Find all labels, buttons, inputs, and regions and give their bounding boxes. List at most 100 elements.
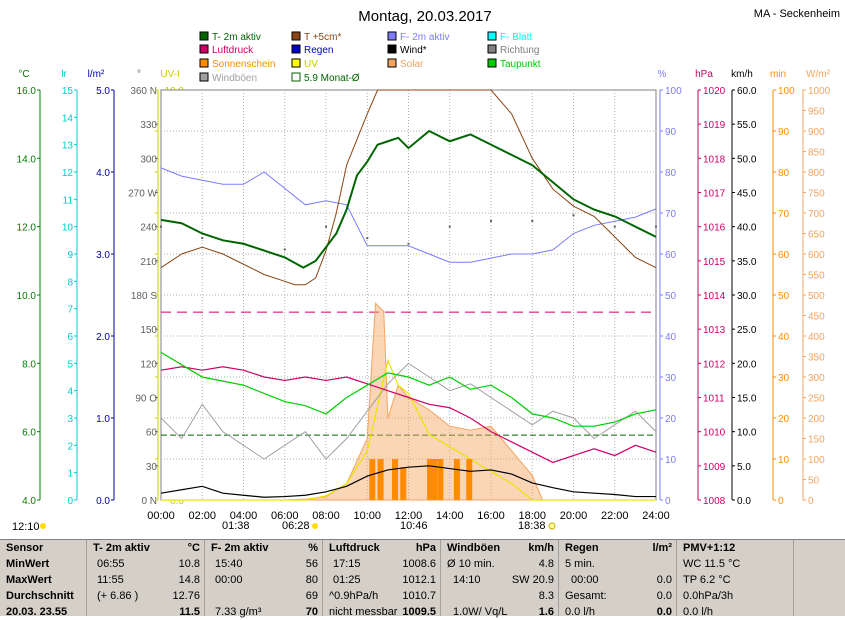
event-label: 06:28 xyxy=(282,520,310,532)
stats-cell: 06:55 xyxy=(97,558,125,570)
dir-axis-tick: 360 N xyxy=(130,86,157,97)
hum-axis-tick: 0 xyxy=(665,496,671,507)
hum-axis-tick: 80 xyxy=(665,168,677,179)
legend-swatch xyxy=(199,72,209,82)
direction-point xyxy=(366,237,369,240)
stats-cell: ^0.9hPa/h xyxy=(329,590,379,602)
sun-axis-tick: 50 xyxy=(778,291,790,302)
sun-axis-tick: 40 xyxy=(778,332,790,343)
solar-axis-tick: 150 xyxy=(808,435,825,446)
legend-swatch xyxy=(291,44,301,54)
wind-axis-tick: 25.0 xyxy=(737,325,757,336)
legend-label: Solar xyxy=(400,59,424,70)
rain-axis-tick: 1.0 xyxy=(96,414,110,425)
stats-panel: Sensor MinWert MaxWert Durchschnitt 20.0… xyxy=(0,539,845,618)
x-tick-label: 10:00 xyxy=(353,510,381,522)
lr-axis-tick: 3 xyxy=(67,414,73,425)
stats-cell: 1009.5 xyxy=(402,606,436,618)
rain-axis-tick: 4.0 xyxy=(96,168,110,179)
stats-press-header: Luftdruck xyxy=(329,542,380,554)
press-axis-tick: 1020 xyxy=(703,86,726,97)
legend-label: Luftdruck xyxy=(212,45,254,56)
direction-point xyxy=(283,248,286,251)
hum-axis-unit: % xyxy=(658,69,667,80)
stats-cell: 1012.1 xyxy=(402,574,436,586)
plot-series xyxy=(160,89,657,501)
hum-axis-tick: 70 xyxy=(665,209,677,220)
stats-sensor-header: Sensor xyxy=(6,542,44,554)
direction-point xyxy=(490,219,492,222)
stats-wind-header: Windböen xyxy=(447,542,501,554)
dir-axis-tick: 300 xyxy=(140,154,157,165)
stats-cell: 1008.6 xyxy=(402,558,436,570)
press-axis-tick: 1016 xyxy=(703,223,726,234)
stats-cell: 0.0 l/h xyxy=(565,606,595,618)
legend-label: Regen xyxy=(304,45,333,56)
stats-hum-col: F- 2m aktiv% 15:40 56 00:00 80 69 7.33 g/m… xyxy=(205,540,323,618)
humidity-series xyxy=(160,167,657,263)
press-axis-tick: 1018 xyxy=(703,154,726,165)
sun-axis-tick: 70 xyxy=(778,209,790,220)
temp-axis-tick: 14.0 xyxy=(17,154,37,165)
dir-axis-tick: 90 O xyxy=(135,394,157,405)
solar-axis-tick: 1000 xyxy=(808,86,831,97)
direction-point xyxy=(613,225,616,228)
wind-axis-tick: 50.0 xyxy=(737,154,757,165)
stats-cell: 11.5 xyxy=(179,606,200,618)
legend-swatch xyxy=(199,44,209,54)
sun-axis-tick: 30 xyxy=(778,373,790,384)
hum-axis-tick: 30 xyxy=(665,373,677,384)
x-tick-label: 00:00 xyxy=(147,510,175,522)
stats-temp-col: T- 2m aktiv °C 06:55 10.8 11:55 14.8 (+ 6.8… xyxy=(87,540,205,618)
stats-cell: 15:40 xyxy=(215,558,243,570)
sunrise-icon xyxy=(312,523,318,529)
solar-axis-tick: 200 xyxy=(808,414,825,425)
stats-cell: 11:55 xyxy=(97,574,124,586)
rain-axis-tick: 5.0 xyxy=(96,86,110,97)
solar-axis-tick: 650 xyxy=(808,230,825,241)
hum-axis-tick: 50 xyxy=(665,291,677,302)
press-axis-tick: 1017 xyxy=(703,189,726,200)
wind-axis-tick: 20.0 xyxy=(737,359,757,370)
rain-axis-tick: 2.0 xyxy=(96,332,110,343)
legend-swatch xyxy=(387,31,397,41)
x-tick-label: 08:00 xyxy=(312,510,340,522)
x-tick-label: 14:00 xyxy=(436,510,464,522)
stats-cell: 10.8 xyxy=(178,558,200,570)
hum-axis-tick: 40 xyxy=(665,332,677,343)
direction-point xyxy=(407,242,410,245)
solar-axis-unit: W/m² xyxy=(806,69,831,80)
wind-axis-tick: 60.0 xyxy=(737,86,757,97)
wind-axis-tick: 5.0 xyxy=(737,462,751,473)
stats-cell: WC 11.5 °C xyxy=(683,558,741,570)
stats-cell: 1.0W/ Vq/L xyxy=(453,606,508,618)
lr-axis-tick: 14 xyxy=(62,113,74,124)
dir-axis-tick: 150 xyxy=(140,325,157,336)
lr-axis-unit: lr xyxy=(61,69,67,80)
x-tick-label: 16:00 xyxy=(477,510,505,522)
sunshine-bar xyxy=(369,459,376,500)
legend-label: Windböen xyxy=(212,73,257,84)
legend-swatch xyxy=(199,58,209,68)
solar-axis-tick: 950 xyxy=(808,107,825,118)
press-axis-tick: 1014 xyxy=(703,291,726,302)
stats-hum-unit: % xyxy=(308,542,318,554)
stats-cell: 14:10 xyxy=(453,574,481,586)
temp-axis-tick: 4.0 xyxy=(22,496,36,507)
direction-point xyxy=(572,214,575,217)
stats-hum-header: F- 2m aktiv xyxy=(211,542,269,554)
temp2m-series xyxy=(160,129,657,269)
lr-axis-tick: 9 xyxy=(67,250,73,261)
lr-axis-tick: 2 xyxy=(67,441,73,452)
lr-axis-tick: 0 xyxy=(67,496,73,507)
stats-cell: 00:00 xyxy=(215,574,243,586)
direction-point xyxy=(160,225,162,228)
hum-axis-tick: 90 xyxy=(665,127,677,138)
solar-axis-tick: 550 xyxy=(808,271,825,282)
temp-axis-tick: 6.0 xyxy=(22,428,36,439)
temp-axis-tick: 8.0 xyxy=(22,359,36,370)
stats-cell: 1010.7 xyxy=(402,590,436,602)
stats-cell: nicht messbar xyxy=(329,606,398,618)
solar-axis-tick: 250 xyxy=(808,394,825,405)
legend-swatch xyxy=(487,31,497,41)
